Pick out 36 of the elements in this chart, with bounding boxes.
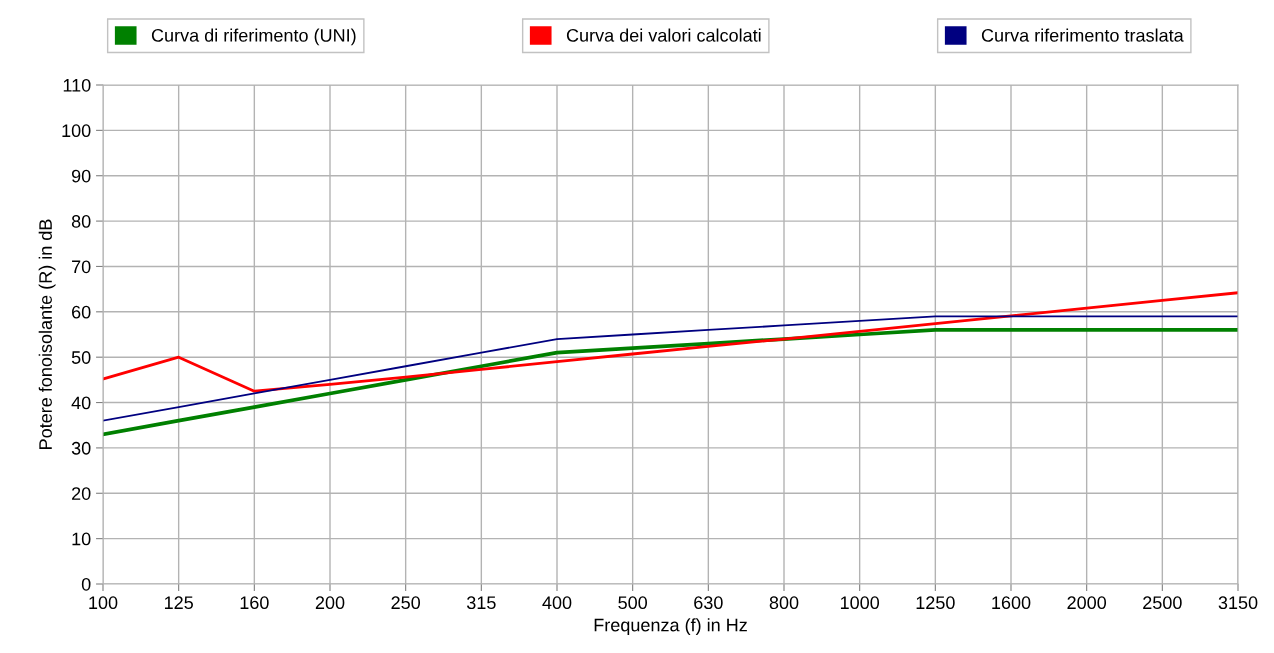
x-tick-label: 800 xyxy=(769,596,799,610)
y-tick-label: 0 xyxy=(81,577,91,591)
line-series xyxy=(103,315,1238,422)
x-tick-label: 3150 xyxy=(1218,596,1258,610)
legend-label: Curva riferimento traslata xyxy=(981,28,1184,42)
x-tick-label: 1000 xyxy=(840,596,880,610)
x-tick-label: 200 xyxy=(315,596,345,610)
x-tick-label: 1600 xyxy=(992,596,1031,610)
y-tick-label: 10 xyxy=(72,532,91,546)
x-tick-label: 315 xyxy=(466,596,496,610)
y-tick-label: 100 xyxy=(62,124,91,138)
x-tick-label: 2500 xyxy=(1143,596,1182,610)
x-tick-label: 100 xyxy=(89,596,118,610)
y-tick-label: 80 xyxy=(71,215,91,228)
x-tick-label: 500 xyxy=(618,596,648,610)
y-tick-label: 60 xyxy=(72,305,91,319)
x-tick-label: 630 xyxy=(694,596,723,610)
x-tick-label: 125 xyxy=(164,596,193,610)
y-tick-label: 50 xyxy=(71,351,91,364)
y-tick-label: 40 xyxy=(71,396,91,410)
line-series xyxy=(103,328,1238,437)
line-series xyxy=(103,291,1238,393)
x-tick-label: 2000 xyxy=(1067,596,1107,610)
x-axis-title: Frequenza (f) in Hz xyxy=(594,618,747,636)
x-tick-label: 250 xyxy=(391,596,421,610)
y-tick-label: 20 xyxy=(72,487,91,500)
x-tick-label: 1250 xyxy=(916,596,955,610)
x-tick-label: 160 xyxy=(240,596,269,610)
legend-label: Curva dei valori calcolati xyxy=(566,28,761,42)
y-tick-label: 110 xyxy=(63,78,91,92)
y-tick-label: 30 xyxy=(71,441,91,455)
y-tick-label: 70 xyxy=(72,260,91,274)
legend-label: Curva di riferimento (UNI) xyxy=(151,28,356,46)
y-tick-label: 90 xyxy=(71,169,91,183)
x-tick-label: 400 xyxy=(542,596,572,610)
y-axis-title: Potere fonoisolante (R) in dB xyxy=(38,219,56,449)
